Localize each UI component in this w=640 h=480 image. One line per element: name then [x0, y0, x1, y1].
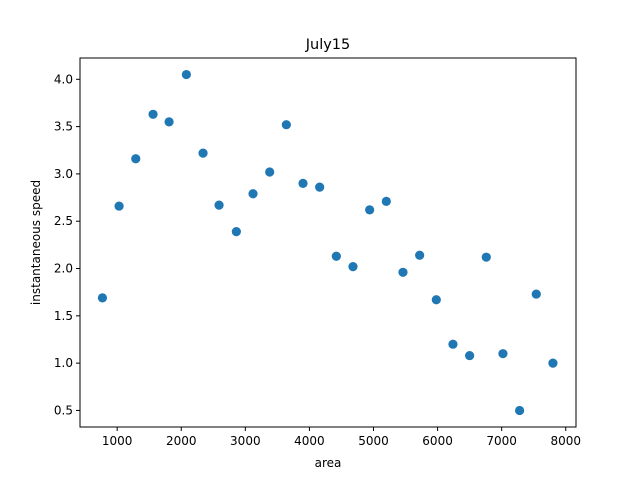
data-point-13 [298, 178, 308, 188]
data-point-23 [465, 350, 475, 361]
y-tick-label: 2.5 [54, 214, 73, 228]
data-point-6 [181, 69, 191, 80]
y-tick-label: 2.0 [54, 262, 73, 276]
x-tick-label: 1000 [102, 434, 133, 448]
data-point-22 [448, 339, 458, 349]
data-point-24 [481, 252, 491, 262]
data-point-26 [515, 405, 525, 416]
data-point-27 [531, 289, 541, 299]
x-tick-label: 6000 [422, 434, 453, 448]
data-point-9 [231, 227, 241, 237]
data-point-19 [398, 267, 408, 277]
data-point-16 [348, 262, 358, 272]
y-axis-label: instantaneous speed [29, 180, 43, 305]
x-tick-label: 7000 [486, 434, 517, 448]
data-point-15 [331, 251, 341, 261]
x-tick-label: 5000 [358, 434, 389, 448]
data-point-25 [498, 349, 508, 359]
data-point-5 [164, 117, 174, 127]
data-point-8 [214, 200, 224, 210]
x-tick-label: 4000 [294, 434, 325, 448]
x-tick-label: 2000 [166, 434, 197, 448]
y-tick-label: 3.0 [54, 167, 73, 181]
data-point-3 [131, 154, 141, 164]
data-point-14 [315, 182, 325, 192]
data-point-28 [548, 358, 558, 368]
y-tick-label: 1.0 [54, 356, 73, 370]
y-tick-label: 0.5 [54, 403, 73, 417]
data-point-18 [381, 196, 391, 206]
y-axis: 0.5 1.0 1.5 2.0 2.5 3.0 3.5 4.0 [54, 72, 80, 417]
x-axis-label: area [315, 456, 342, 470]
plot-area [97, 69, 558, 416]
data-point-2 [114, 201, 124, 211]
data-point-10 [248, 189, 258, 199]
x-axis: 1000 2000 3000 4000 5000 6000 7000 8000 [102, 427, 581, 448]
data-point-17 [365, 205, 375, 215]
chart-title: July15 [305, 37, 351, 53]
plot-frame [79, 57, 577, 428]
data-point-1 [97, 293, 108, 303]
y-tick-label: 1.5 [54, 309, 73, 323]
data-point-20 [415, 250, 425, 260]
data-point-21 [431, 295, 441, 305]
x-tick-label: 3000 [230, 434, 261, 448]
y-tick-label: 3.5 [54, 120, 73, 134]
x-tick-label: 8000 [550, 434, 581, 448]
data-point-4 [148, 109, 158, 119]
y-tick-label: 4.0 [54, 72, 73, 86]
data-point-7 [198, 148, 208, 158]
data-point-11 [265, 167, 275, 177]
data-point-12 [281, 120, 291, 130]
